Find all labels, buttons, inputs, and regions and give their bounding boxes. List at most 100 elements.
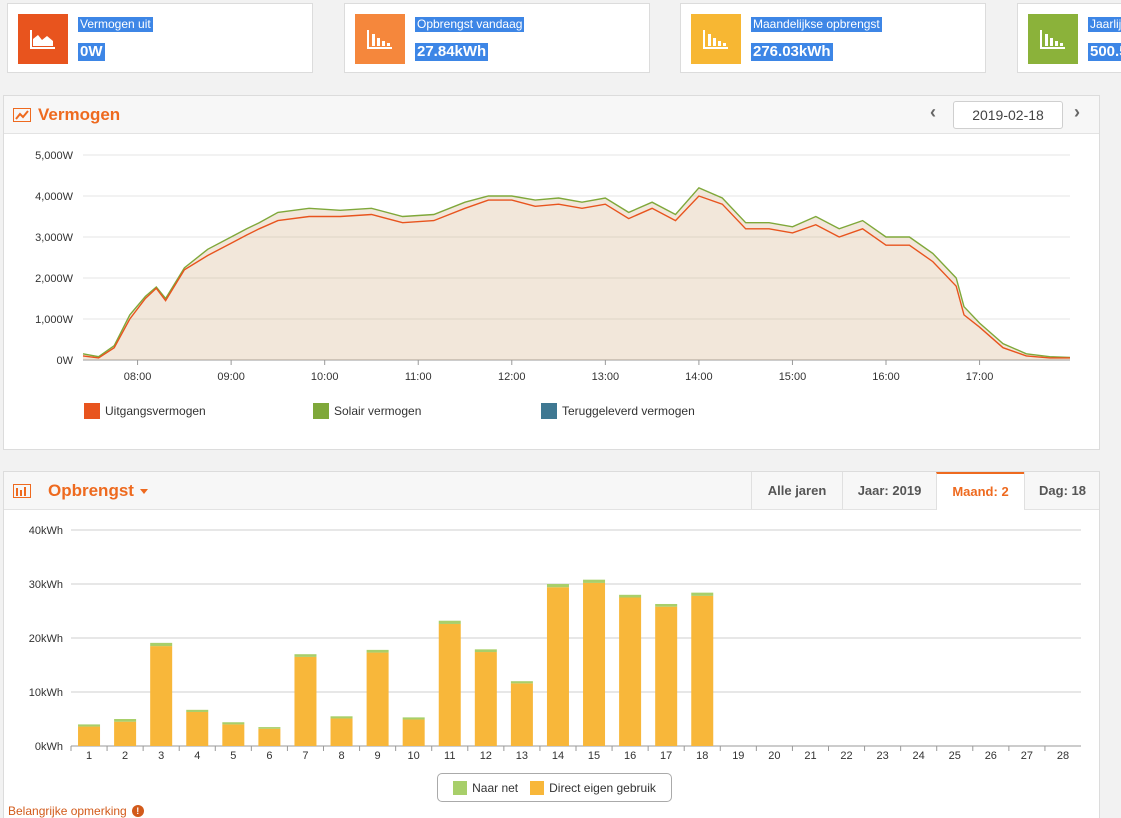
legend-returned-power[interactable]: Teruggeleverd vermogen bbox=[541, 403, 695, 419]
x-tick-label: 19 bbox=[732, 750, 744, 762]
x-tick-label: 28 bbox=[1057, 750, 1069, 762]
x-tick-label: 27 bbox=[1021, 750, 1033, 762]
x-tick-label: 20 bbox=[768, 750, 780, 762]
power-chart: 0W 1,000W 2,000W 3,000W 4,000W 5,000W 08:00 09:… bbox=[35, 150, 1071, 383]
bar-to-grid bbox=[655, 603, 678, 607]
card-icon-box bbox=[18, 14, 68, 64]
tab-month[interactable]: Maand: 2 bbox=[936, 472, 1024, 510]
y-tick-label: 30kWh bbox=[29, 579, 63, 591]
legend-self-use[interactable]: Direct eigen gebruik bbox=[549, 780, 656, 795]
x-tick-label: 9 bbox=[375, 750, 381, 762]
bar-to-grid bbox=[619, 594, 642, 598]
bar-to-grid bbox=[186, 709, 209, 712]
bar-self-use bbox=[294, 656, 317, 746]
bar-to-grid bbox=[438, 620, 461, 624]
bar-self-use bbox=[150, 646, 173, 746]
x-tick-label: 1 bbox=[86, 750, 92, 762]
x-tick-label: 26 bbox=[985, 750, 997, 762]
legend-label: Uitgangsvermogen bbox=[105, 404, 206, 418]
x-tick-label: 09:00 bbox=[217, 371, 245, 383]
card-icon-box bbox=[691, 14, 741, 64]
y-tick-label: 10kWh bbox=[29, 687, 63, 699]
card-value: 0W bbox=[78, 43, 105, 61]
x-tick-label: 10 bbox=[408, 750, 420, 762]
exclamation-icon: ! bbox=[131, 805, 144, 817]
area-fill bbox=[83, 187, 1070, 360]
tab-all-years[interactable]: Alle jaren bbox=[751, 472, 842, 509]
bar-to-grid bbox=[366, 649, 389, 653]
power-panel-header: Vermogen ‹ 2019-02-18 › bbox=[4, 96, 1099, 134]
card-value: 276.03kWh bbox=[751, 43, 833, 61]
yield-panel-header: Opbrengst Alle jaren Jaar: 2019 Maand: 2… bbox=[4, 472, 1099, 510]
x-tick-label: 17 bbox=[660, 750, 672, 762]
bar-to-grid bbox=[294, 654, 317, 657]
bar-to-grid bbox=[258, 727, 281, 729]
bar-self-use bbox=[619, 597, 642, 746]
x-tick-label: 21 bbox=[804, 750, 816, 762]
summary-card-power: Vermogen uit 0W bbox=[7, 3, 313, 73]
legend-swatch bbox=[84, 403, 100, 419]
legend-swatch bbox=[453, 780, 468, 795]
bar-chart-icon bbox=[1040, 30, 1065, 49]
tab-year[interactable]: Jaar: 2019 bbox=[842, 472, 936, 509]
y-tick-label: 5,000W bbox=[35, 150, 74, 162]
date-field[interactable]: 2019-02-18 bbox=[953, 101, 1063, 129]
x-tick-label: 08:00 bbox=[124, 371, 152, 383]
x-tick-label: 3 bbox=[158, 750, 164, 762]
x-tick-label: 14:00 bbox=[685, 371, 713, 383]
important-note-link[interactable]: Belangrijke opmerking ! bbox=[8, 804, 144, 818]
bar-to-grid bbox=[78, 724, 101, 727]
x-tick-label: 16:00 bbox=[872, 371, 900, 383]
x-tick-label: 15:00 bbox=[779, 371, 807, 383]
bar-chart-icon bbox=[367, 30, 392, 49]
yield-legend: Naar net Direct eigen gebruik bbox=[437, 773, 672, 802]
legend-to-grid[interactable]: Naar net bbox=[472, 780, 519, 795]
x-tick-label: 13:00 bbox=[592, 371, 620, 383]
bar-self-use bbox=[222, 724, 245, 746]
tab-day[interactable]: Dag: 18 bbox=[1024, 472, 1100, 509]
power-panel-title: Vermogen bbox=[38, 105, 121, 124]
bar-to-grid bbox=[330, 716, 353, 719]
summary-card-year: Jaarlijkse opbrengst 500.5 bbox=[1017, 3, 1121, 73]
y-tick-label: 4,000W bbox=[35, 191, 74, 203]
dropdown-caret-icon[interactable] bbox=[140, 489, 148, 494]
bar-chart-icon bbox=[13, 484, 31, 498]
legend-solar-power[interactable]: Solair vermogen bbox=[313, 403, 421, 419]
bar-self-use bbox=[186, 711, 209, 746]
bar-self-use bbox=[78, 726, 101, 746]
x-tick-label: 10:00 bbox=[311, 371, 339, 383]
x-tick-label: 14 bbox=[552, 750, 564, 762]
bar-to-grid bbox=[402, 717, 425, 720]
yield-panel-title[interactable]: Opbrengst bbox=[48, 481, 134, 500]
area-chart-icon bbox=[30, 30, 55, 49]
bar-self-use bbox=[366, 652, 389, 746]
y-tick-label: 0kWh bbox=[35, 741, 63, 753]
yield-panel: Opbrengst Alle jaren Jaar: 2019 Maand: 2… bbox=[3, 471, 1100, 818]
legend-swatch bbox=[313, 403, 329, 419]
bar-self-use bbox=[655, 606, 678, 746]
y-tick-label: 40kWh bbox=[29, 525, 63, 537]
output-power-line bbox=[82, 195, 1070, 359]
x-tick-label: 5 bbox=[230, 750, 236, 762]
summary-card-month: Maandelijkse opbrengst 276.03kWh bbox=[680, 3, 986, 73]
legend-swatch bbox=[530, 780, 545, 795]
x-tick-label: 24 bbox=[913, 750, 925, 762]
summary-card-today: Opbrengst vandaag 27.84kWh bbox=[344, 3, 650, 73]
card-icon-box bbox=[1028, 14, 1078, 64]
next-date-chevron-icon[interactable]: › bbox=[1074, 102, 1080, 122]
y-tick-label: 0W bbox=[57, 355, 74, 367]
prev-date-chevron-icon[interactable]: ‹ bbox=[930, 102, 936, 122]
legend-output-power[interactable]: Uitgangsvermogen bbox=[84, 403, 206, 419]
bar-to-grid bbox=[474, 649, 497, 653]
bar-self-use bbox=[474, 652, 497, 746]
card-value: 27.84kWh bbox=[415, 43, 489, 61]
bar-self-use bbox=[402, 719, 425, 746]
x-tick-label: 4 bbox=[194, 750, 200, 762]
y-tick-label: 1,000W bbox=[35, 314, 74, 326]
bar-self-use bbox=[330, 718, 353, 746]
bar-to-grid bbox=[150, 642, 173, 647]
bar-to-grid bbox=[691, 592, 714, 596]
x-tick-label: 8 bbox=[338, 750, 344, 762]
solar-power-line bbox=[82, 186, 1071, 359]
